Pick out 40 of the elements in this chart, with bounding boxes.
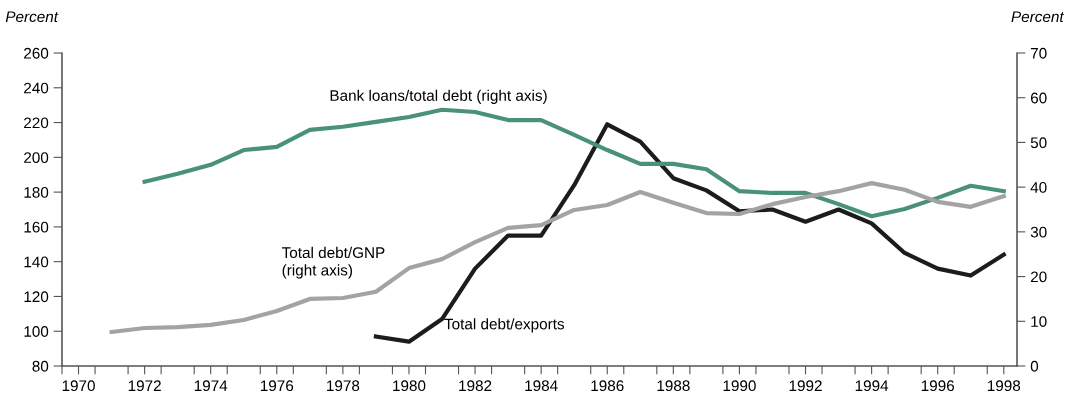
- y2-axis-title: Percent: [1011, 11, 1065, 23]
- y2-tick-label: 70: [1030, 47, 1047, 59]
- y2-tick-label: 30: [1030, 226, 1047, 238]
- y-tick-label: 180: [24, 186, 49, 198]
- y2-tick-label: 10: [1031, 316, 1047, 327]
- x-tick-label: 1984: [525, 380, 558, 392]
- y-tick-label: 140: [24, 256, 49, 268]
- y-tick-label: 240: [24, 82, 49, 94]
- y-tick-label: 220: [24, 117, 49, 129]
- x-tick-label: 1990: [723, 380, 756, 392]
- x-tick-label: 1978: [327, 380, 360, 392]
- x-tick-label: 1998: [987, 380, 1021, 392]
- series-label: Total debt/GNP (right axis): [281, 246, 385, 279]
- series-label: Total debt/exports: [444, 318, 565, 333]
- x-tick-label: 1986: [591, 380, 624, 392]
- y-tick-label: 200: [24, 152, 49, 164]
- y2-tick-label: 0: [1030, 360, 1039, 372]
- line-series: [109, 181, 1006, 335]
- y-tick-label: 160: [24, 221, 49, 233]
- x-tick-label: 1992: [789, 380, 822, 392]
- y2-tick-label: 20: [1030, 271, 1047, 283]
- y-tick-label: 80: [32, 360, 49, 372]
- y2-tick-label: 60: [1030, 92, 1047, 104]
- x-tick-label: 1980: [393, 380, 426, 392]
- series-label: Bank loans/total debt (right axis): [330, 89, 547, 104]
- x-tick-label: 1972: [128, 380, 161, 392]
- x-tick-label: 1970: [62, 380, 95, 392]
- y-tick-label: 260: [24, 47, 49, 59]
- x-tick-label: 1994: [855, 380, 889, 392]
- x-tick-label: 1982: [459, 380, 492, 392]
- y2-tick-label: 40: [1030, 182, 1047, 193]
- x-tick-label: 1996: [921, 380, 955, 392]
- x-tick-label: 1988: [657, 380, 690, 392]
- x-tick-label: 1974: [194, 380, 228, 392]
- y-axis-title: Percent: [5, 11, 59, 23]
- y2-tick-label: 50: [1030, 137, 1047, 149]
- y-tick-label: 120: [24, 291, 49, 303]
- line-series: [142, 107, 1006, 219]
- x-tick-label: 1976: [260, 380, 294, 392]
- y-tick-label: 100: [24, 326, 49, 337]
